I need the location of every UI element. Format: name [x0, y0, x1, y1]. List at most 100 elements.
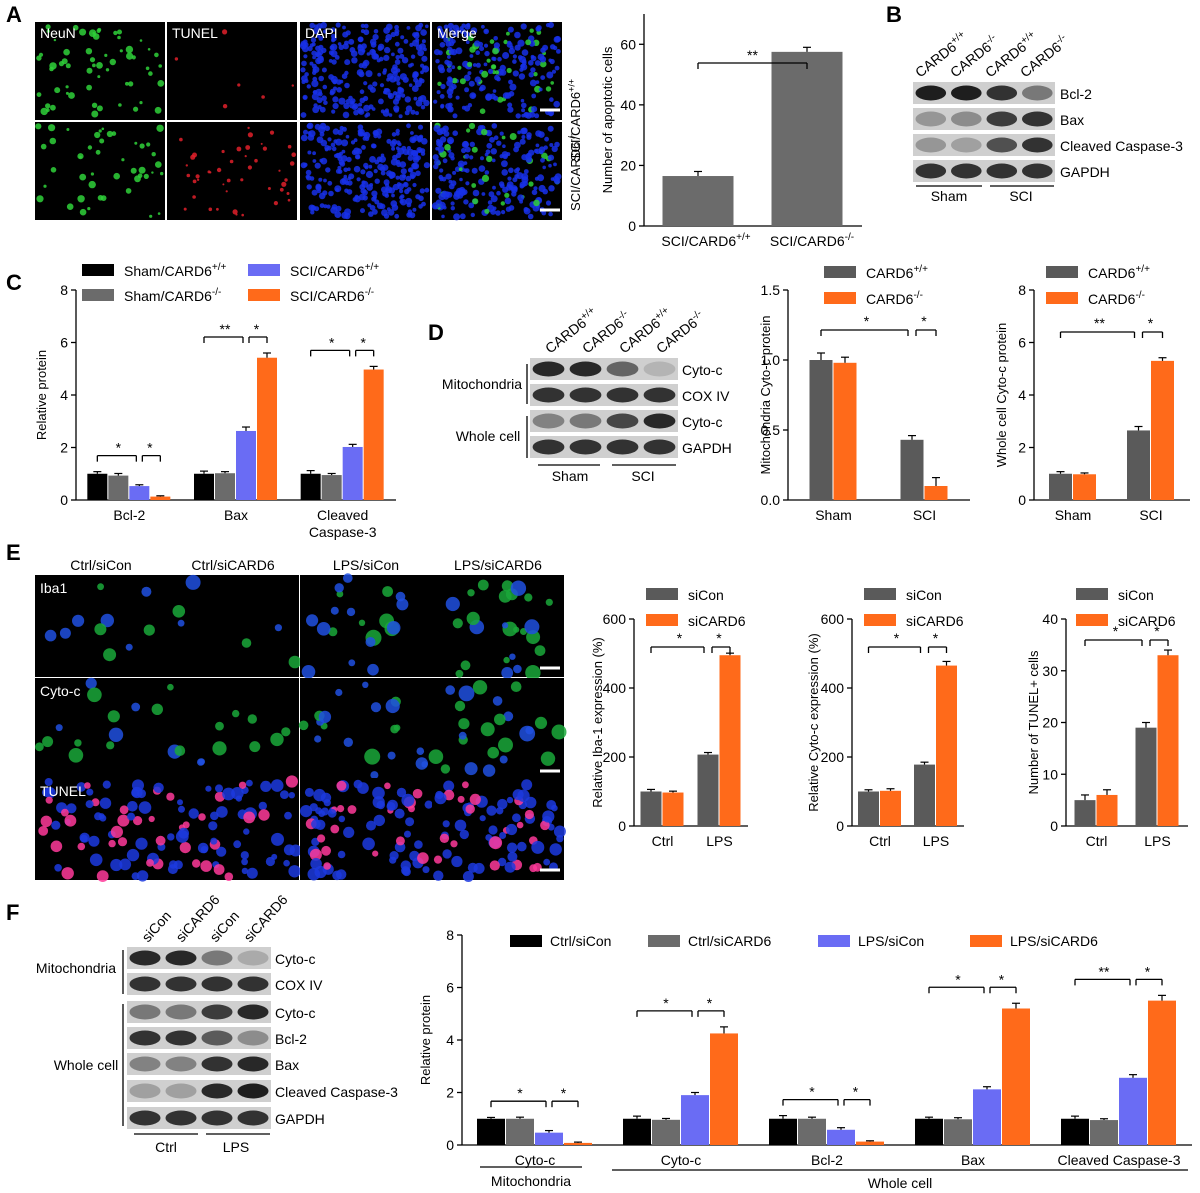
panel-e-image-dot — [44, 778, 53, 786]
panel-a-image-dot — [393, 105, 400, 112]
panel-e3-chart-x-tick-label: LPS — [1144, 833, 1170, 849]
panel-f-lane-label: siCARD6 — [240, 891, 291, 945]
panel-a-image-dot — [330, 27, 336, 33]
panel-a-image-dot — [422, 65, 427, 70]
panel-e-image-dot — [428, 749, 444, 764]
panel-a-image-dot — [406, 26, 411, 30]
panel-a-image-dot — [540, 75, 546, 80]
panel-a-image-dot — [549, 143, 554, 147]
panel-e-image-dot — [422, 866, 430, 874]
panel-a-image-dot — [395, 175, 400, 180]
panel-e-image-dot — [442, 849, 452, 859]
panel-d2-chart-sig-label: * — [1148, 315, 1154, 331]
panel-b-blot-lane-bg — [913, 160, 1055, 182]
panel-a-image-dot — [437, 146, 445, 153]
panel-a-image-dot — [391, 204, 399, 211]
panel-b-blot-band — [986, 111, 1018, 127]
panel-a-image-dot — [134, 141, 138, 145]
panel-a-image-dot — [344, 82, 350, 89]
panel-e1-chart-bar — [640, 791, 662, 826]
panel-a-image-dot — [507, 26, 514, 33]
panel-a-image-dot — [515, 113, 521, 119]
panel-a-image-dot — [45, 103, 51, 109]
panel-a-image-dot — [133, 106, 139, 112]
panel-e-image-dot — [243, 828, 250, 835]
panel-a-image-dot — [50, 167, 57, 173]
panel-a-image-dot — [486, 142, 493, 149]
panel-a-image-dot — [397, 47, 404, 54]
panel-a-image-dot — [523, 169, 529, 174]
panel-e-image-dot — [467, 589, 475, 597]
panel-a-image-dot — [363, 59, 370, 67]
panel-a-image-dot — [96, 105, 103, 112]
panel-a-image-dot — [301, 45, 309, 53]
panel-a-image-dot — [269, 130, 275, 135]
panel-a-image-dot — [549, 58, 555, 65]
panel-a-image-dot — [447, 22, 454, 30]
panel-a-image-dot — [329, 45, 335, 51]
panel-e2-chart-bar — [914, 764, 935, 826]
panel-a-image-dot — [464, 146, 471, 153]
panel-a-image-dot — [540, 47, 546, 53]
panel-a-image-dot — [125, 81, 129, 86]
panel-a-image-dot — [303, 129, 308, 135]
panel-a-image-dot — [493, 95, 499, 101]
panel-e-image-dot — [337, 805, 345, 813]
panel-a-image-dot — [267, 187, 271, 190]
panel-a-image-dot — [529, 79, 537, 87]
panel-a-image-dot — [379, 83, 385, 88]
panel-c-chart-x-tick-label: Cleaved — [317, 507, 368, 523]
panel-a-image-dot — [96, 28, 101, 33]
panel-e-image-dot — [459, 829, 469, 840]
panel-a-image-dot — [92, 63, 96, 68]
panel-a-image-dot — [438, 201, 446, 209]
panel-e-image-dot — [208, 821, 218, 831]
panel-e2-chart-x-tick-label: Ctrl — [869, 833, 891, 849]
panel-a-image-dot — [287, 198, 291, 202]
panel-f-chart-bar — [915, 1118, 943, 1145]
panel-a-image-dot — [544, 136, 549, 142]
panel-a-image-dot — [332, 102, 339, 110]
panel-a-image-dot — [551, 145, 558, 153]
panel-a-image-dot — [89, 57, 96, 63]
panel-e-image-dot — [148, 815, 155, 823]
panel-e-image-dot — [466, 611, 480, 626]
panel-a-image-dot — [553, 162, 557, 167]
panel-a-image-dot — [439, 31, 447, 39]
panel-d2-chart-bar — [1073, 474, 1096, 500]
panel-e-image-dot — [401, 866, 411, 876]
panel-e1-legend-label: siCon — [688, 587, 724, 603]
panel-f-chart-bar — [827, 1129, 855, 1145]
panel-f-blot-lane-bg — [127, 1053, 271, 1075]
panel-e-image-dot — [442, 820, 450, 828]
panel-e-image-dot — [100, 613, 115, 628]
panel-e-image-dot — [524, 809, 535, 820]
panel-a-image-dot — [394, 41, 400, 47]
panel-a-image-dot — [481, 128, 488, 136]
panel-c-chart-sig-label: * — [254, 321, 260, 337]
panel-d-band-label: GAPDH — [682, 440, 732, 456]
panel-a-image-dot — [49, 137, 57, 145]
panel-a-image-dot — [247, 132, 253, 138]
panel-a-image-dot — [358, 71, 365, 78]
panel-e-image-dot — [394, 808, 405, 819]
panel-f-x-group-label: Mitochondria — [491, 1173, 571, 1189]
panel-a-chart-sig-label: ** — [747, 47, 758, 63]
panel-a-image-dot — [100, 195, 107, 202]
panel-a-image-dot — [349, 47, 356, 53]
panel-a-image-dot — [91, 102, 98, 109]
panel-a-image-dot — [357, 36, 364, 43]
panel-a-image-dot — [399, 199, 404, 204]
panel-a-image-dot — [451, 65, 456, 70]
panel-e-image-dot — [424, 800, 433, 809]
panel-e-image-dot — [465, 804, 475, 814]
panel-a-image-dot — [463, 199, 469, 205]
panel-a-image-dot — [101, 127, 105, 131]
panel-e-image-dot — [205, 785, 212, 792]
panel-a-image-dot — [364, 165, 369, 170]
panel-a-image-dot — [444, 144, 451, 151]
panel-a-image-dot — [484, 208, 490, 214]
panel-a-image-dot — [361, 48, 366, 53]
panel-e3-chart-y-tick-label: 20 — [1042, 715, 1058, 731]
panel-a-image-dot — [284, 178, 288, 182]
